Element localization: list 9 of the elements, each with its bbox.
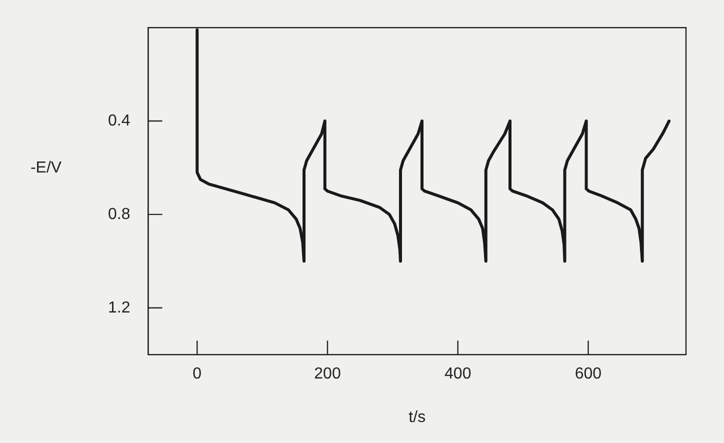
y-tick-label: 1.2 — [108, 299, 130, 316]
x-tick-label: 400 — [444, 366, 472, 383]
x-tick-label: 600 — [574, 366, 602, 383]
x-tick-label: 200 — [314, 366, 341, 383]
y-tick-label: 0.8 — [108, 206, 130, 223]
y-tick-label: 0.4 — [108, 112, 130, 130]
x-axis-title: t/s — [408, 408, 426, 426]
x-tick-label: 0 — [192, 366, 202, 383]
y-axis-title: -E/V — [30, 160, 62, 177]
